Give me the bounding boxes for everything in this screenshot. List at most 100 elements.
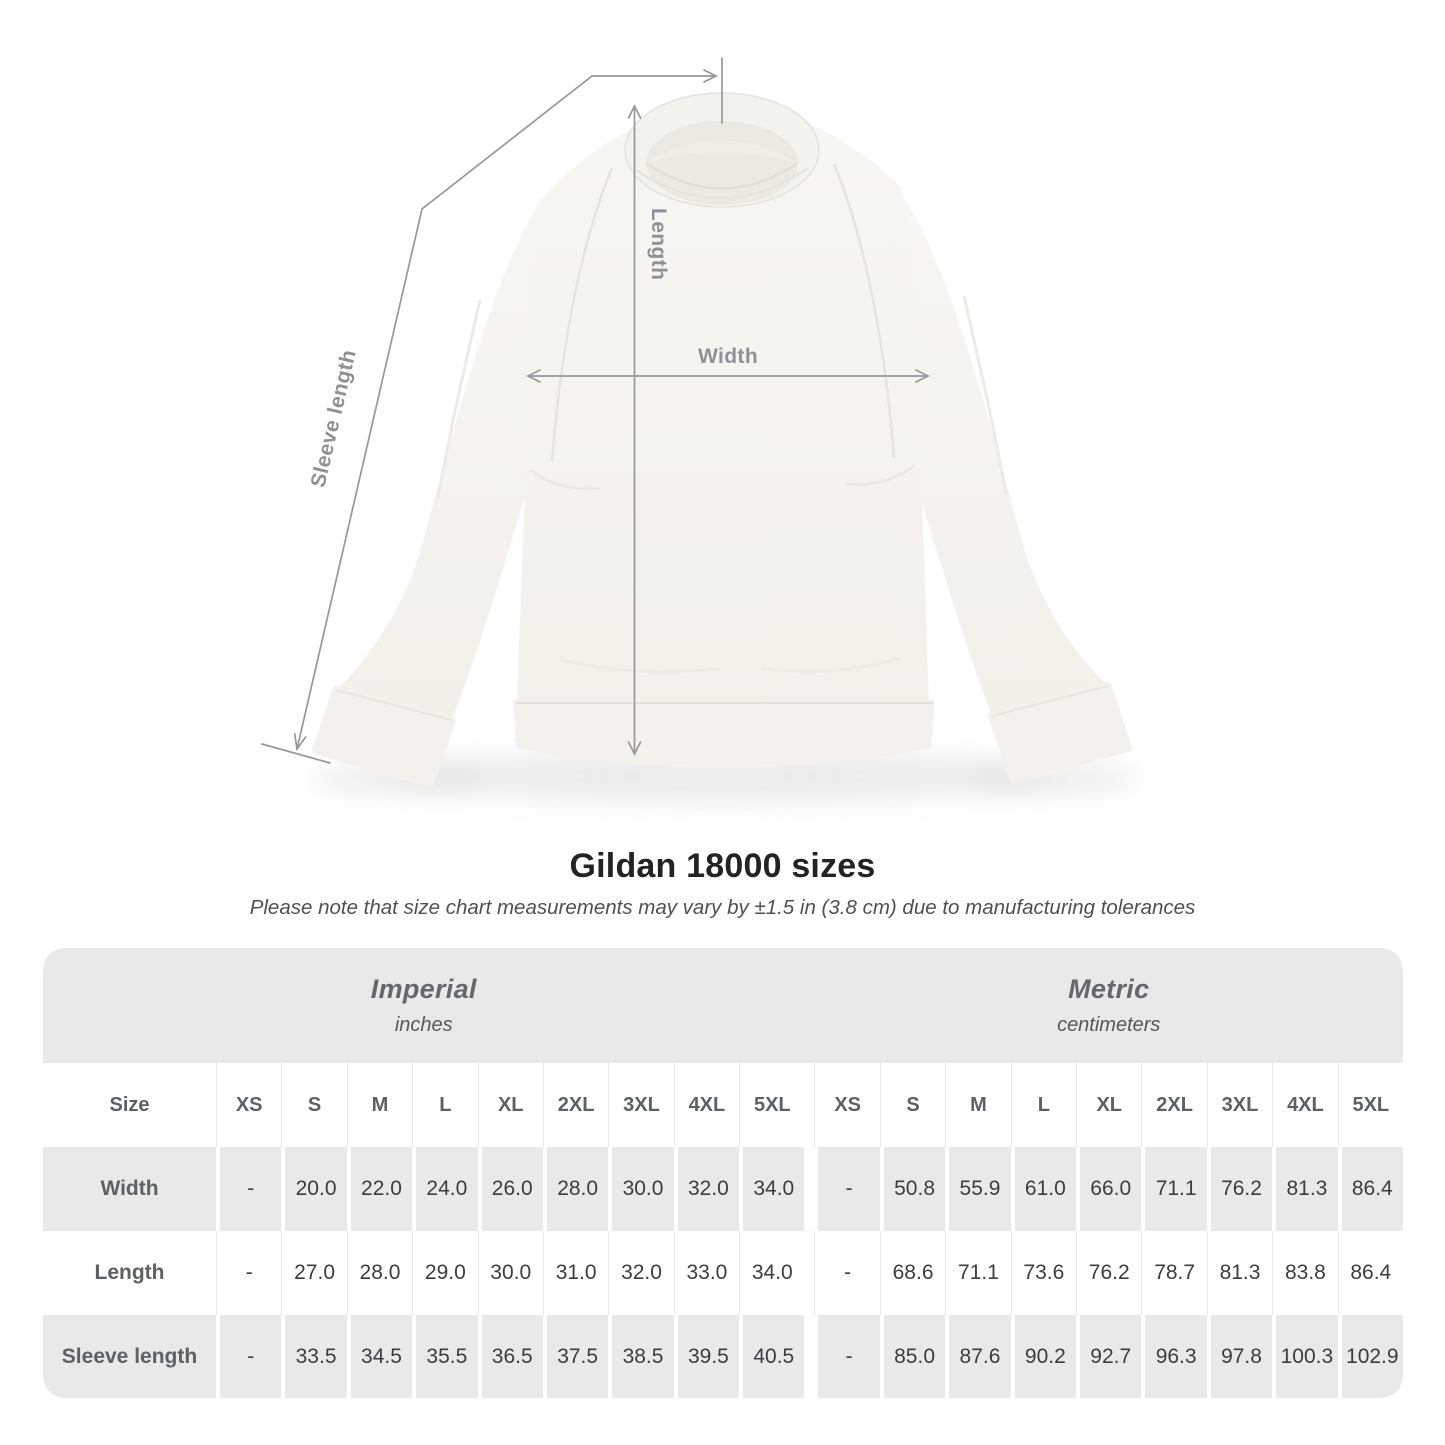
metric-value: 73.6	[1010, 1231, 1077, 1315]
metric-value: 90.2	[1010, 1315, 1077, 1398]
size-column-header: Size	[43, 1063, 216, 1147]
metric-value: 85.0	[879, 1315, 946, 1398]
imperial-value: 20.0	[281, 1147, 347, 1231]
imperial-value: 40.5	[739, 1315, 805, 1398]
size-col-metric-xs: XS	[814, 1063, 880, 1147]
size-table: Imperial inches Metric centimeters Size …	[43, 948, 1403, 1398]
sweatshirt-diagram: Length Width Sleeve length	[261, 57, 1137, 802]
metric-value: 87.6	[945, 1315, 1011, 1398]
size-col-metric-xl: XL	[1076, 1063, 1142, 1147]
metric-value: 81.3	[1206, 1231, 1273, 1315]
size-col-imperial-xl: XL	[477, 1063, 543, 1147]
row-label: Sleeve length	[43, 1315, 216, 1398]
sleeve-length-arrow	[261, 57, 723, 764]
size-header-row: Size XS S M L XL 2XL 3XL 4XL 5XL XS S M L XL 2XL 3XL 4XL…	[43, 1063, 1403, 1147]
measurement-annotations	[261, 57, 930, 764]
garment-shadow	[313, 750, 1137, 802]
size-col-imperial-3xl: 3XL	[608, 1063, 674, 1147]
width-arrow	[526, 369, 930, 383]
size-col-imperial-5xl: 5XL	[739, 1063, 805, 1147]
metric-value: 86.4	[1337, 1231, 1403, 1315]
hem-band	[513, 700, 935, 768]
imperial-value: 36.5	[477, 1315, 543, 1398]
metric-unit-header: Metric centimeters	[815, 948, 1404, 1063]
imperial-value: 37.5	[542, 1315, 609, 1398]
imperial-value: 34.0	[739, 1231, 805, 1315]
metric-value: 92.7	[1076, 1315, 1142, 1398]
row-label: Length	[43, 1231, 216, 1315]
garment-seams	[335, 163, 1109, 721]
row-label: Width	[43, 1147, 216, 1231]
column-divider	[804, 1147, 815, 1231]
imperial-value: 33.5	[281, 1315, 347, 1398]
metric-value: 61.0	[1010, 1147, 1077, 1231]
metric-value: 55.9	[945, 1147, 1011, 1231]
metric-value: 71.1	[945, 1231, 1011, 1315]
metric-value: -	[814, 1147, 880, 1231]
metric-value: 68.6	[879, 1231, 946, 1315]
imperial-value: 28.0	[346, 1231, 413, 1315]
metric-value: 71.1	[1141, 1147, 1207, 1231]
column-divider	[804, 1231, 815, 1315]
width-label: Width	[698, 345, 758, 368]
size-col-metric-l: L	[1010, 1063, 1077, 1147]
metric-value: 96.3	[1141, 1315, 1207, 1398]
size-col-imperial-l: L	[412, 1063, 478, 1147]
imperial-value: 34.0	[739, 1147, 805, 1231]
imperial-value: 32.0	[673, 1147, 740, 1231]
metric-label: Metric	[1068, 974, 1150, 1004]
imperial-value: 34.5	[346, 1315, 413, 1398]
size-col-imperial-2xl: 2XL	[542, 1063, 609, 1147]
imperial-value: -	[216, 1315, 282, 1398]
size-col-metric-s: S	[879, 1063, 946, 1147]
metric-value: 76.2	[1076, 1231, 1142, 1315]
size-col-imperial-xs: XS	[216, 1063, 282, 1147]
size-col-metric-m: M	[945, 1063, 1011, 1147]
sweatshirt-body	[515, 109, 929, 742]
size-col-metric-2xl: 2XL	[1141, 1063, 1207, 1147]
metric-value: 83.8	[1272, 1231, 1338, 1315]
metric-value: 78.7	[1141, 1231, 1207, 1315]
imperial-value: 30.0	[477, 1231, 543, 1315]
sweatshirt-svg: Length Width Sleeve length	[261, 57, 1137, 802]
imperial-value: 30.0	[608, 1147, 674, 1231]
metric-value: 76.2	[1206, 1147, 1273, 1231]
table-row-length: Length -27.0 28.0 29.0 30.0 31.0 32.0 33.0 34.0-…	[43, 1231, 1403, 1315]
imperial-value: 38.5	[608, 1315, 674, 1398]
column-divider	[804, 1315, 815, 1398]
tolerance-note: Please note that size chart measurements…	[249, 896, 1196, 919]
metric-value: 66.0	[1076, 1147, 1142, 1231]
metric-value: 81.3	[1272, 1147, 1338, 1231]
imperial-value: 24.0	[412, 1147, 478, 1231]
metric-value: 97.8	[1206, 1315, 1273, 1398]
size-col-metric-4xl: 4XL	[1272, 1063, 1338, 1147]
imperial-value: 32.0	[608, 1231, 674, 1315]
imperial-value: 22.0	[346, 1147, 413, 1231]
metric-value: 100.3	[1272, 1315, 1338, 1398]
imperial-value: 28.0	[542, 1147, 609, 1231]
imperial-value: 39.5	[673, 1315, 740, 1398]
table-row-width: Width -20.0 22.0 24.0 26.0 28.0 30.0 32.0 34.0-5…	[43, 1147, 1403, 1231]
size-col-metric-3xl: 3XL	[1206, 1063, 1273, 1147]
size-col-imperial-4xl: 4XL	[673, 1063, 740, 1147]
imperial-value: 35.5	[412, 1315, 478, 1398]
imperial-unit-header: Imperial inches	[43, 948, 805, 1063]
imperial-value: -	[216, 1147, 282, 1231]
size-col-metric-5xl: 5XL	[1337, 1063, 1403, 1147]
imperial-value: 29.0	[412, 1231, 478, 1315]
metric-value: 86.4	[1337, 1147, 1403, 1231]
imperial-value: 26.0	[477, 1147, 543, 1231]
imperial-value: -	[216, 1231, 282, 1315]
table-row-sleeve-length: Sleeve length -33.5 34.5 35.5 36.5 37.5 38.5 39…	[43, 1315, 1403, 1398]
left-sleeve	[336, 197, 560, 720]
metric-value: 102.9	[1337, 1315, 1403, 1398]
metric-sublabel: centimeters	[1057, 1014, 1161, 1036]
unit-band: Imperial inches Metric centimeters	[43, 948, 1403, 1063]
imperial-sublabel: inches	[394, 1014, 453, 1036]
length-arrow	[627, 104, 642, 756]
imperial-value: 31.0	[542, 1231, 609, 1315]
page-title: Gildan 18000 sizes	[569, 847, 876, 885]
size-col-imperial-s: S	[281, 1063, 347, 1147]
imperial-value: 27.0	[281, 1231, 347, 1315]
